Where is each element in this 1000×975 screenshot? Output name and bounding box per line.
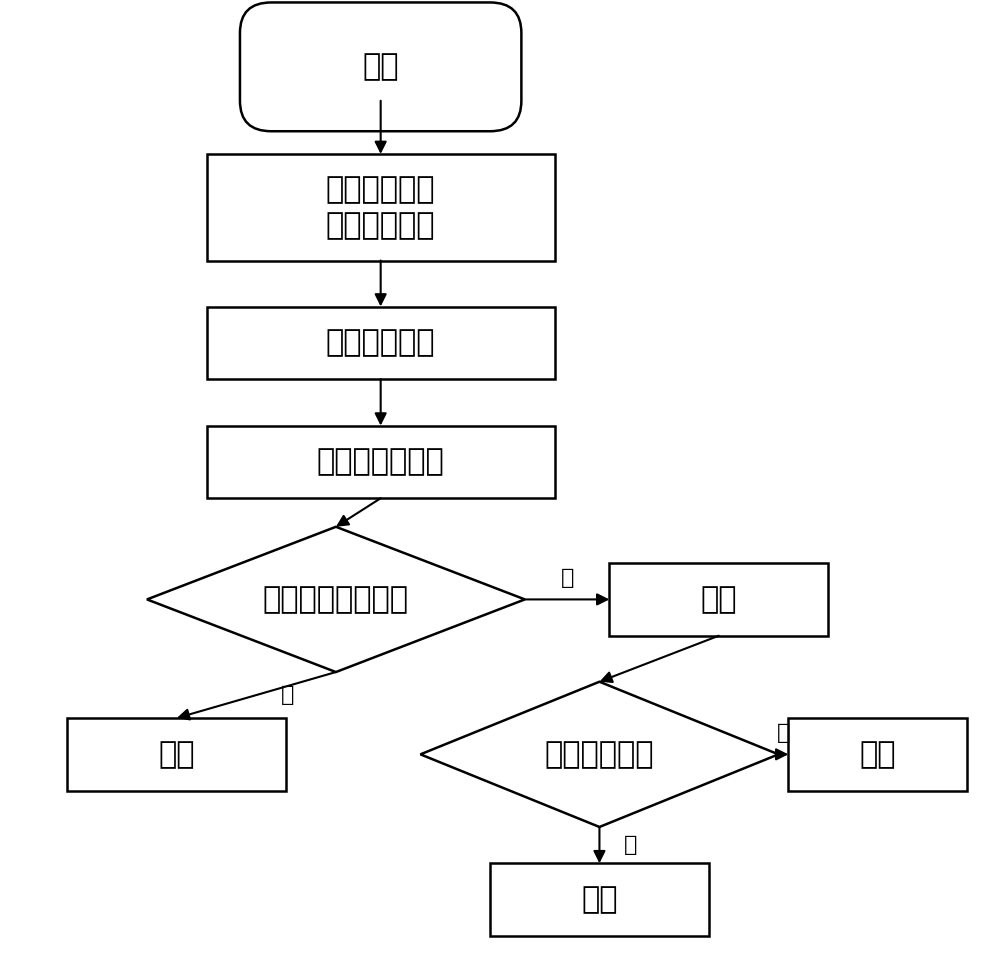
Text: 阻塞: 阻塞 — [860, 740, 896, 769]
Text: 是: 是 — [281, 685, 295, 705]
Text: 开始: 开始 — [362, 53, 399, 81]
Text: 设置移动配额: 设置移动配额 — [326, 329, 435, 357]
Text: 是: 是 — [624, 836, 638, 855]
Text: 是否为净数据: 是否为净数据 — [545, 740, 654, 769]
Text: 采用热点分散
方式存储数据: 采用热点分散 方式存储数据 — [326, 175, 435, 240]
Text: 移动: 移动 — [159, 740, 195, 769]
Polygon shape — [147, 526, 525, 672]
Text: 是否有足够的配额: 是否有足够的配额 — [263, 585, 409, 614]
Bar — [788, 718, 967, 791]
Text: 冻结: 冻结 — [701, 585, 737, 614]
Polygon shape — [420, 682, 778, 827]
Bar — [609, 564, 828, 636]
Text: 否: 否 — [560, 568, 574, 588]
Bar — [67, 718, 286, 791]
Bar — [207, 306, 555, 379]
Bar — [207, 426, 555, 498]
Bar — [207, 154, 555, 260]
FancyBboxPatch shape — [240, 3, 521, 132]
Text: 否: 否 — [777, 723, 790, 743]
Text: 无效: 无效 — [581, 885, 618, 915]
Text: 得出移动的距离: 得出移动的距离 — [317, 448, 445, 477]
Bar — [490, 863, 709, 936]
